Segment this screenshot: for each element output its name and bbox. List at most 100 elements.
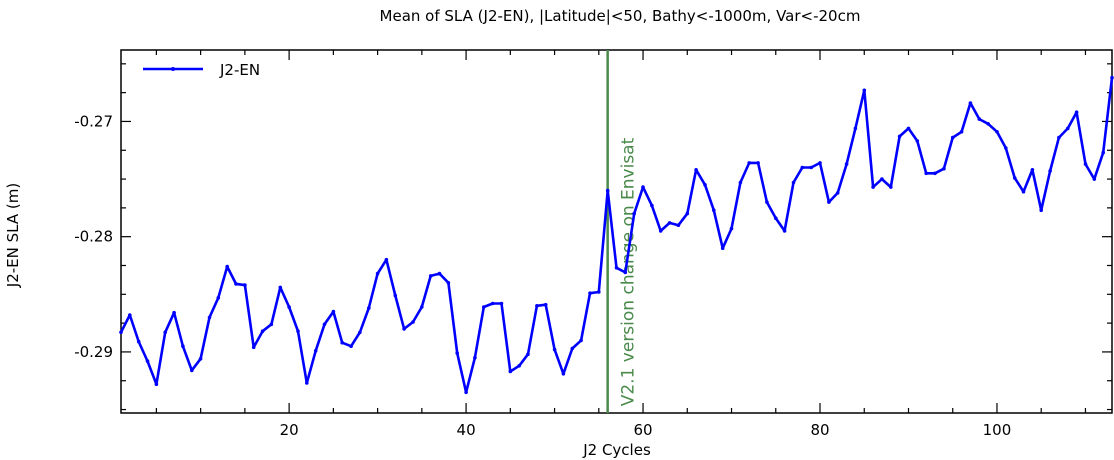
- data-point: [827, 200, 831, 204]
- data-point: [136, 339, 141, 344]
- data-point: [552, 347, 557, 352]
- data-point: [844, 162, 849, 166]
- data-point: [818, 161, 822, 165]
- data-point: [464, 390, 468, 395]
- data-point: [251, 345, 256, 350]
- data-point: [384, 257, 389, 262]
- legend-marker: [171, 67, 175, 71]
- data-point: [729, 226, 734, 231]
- data-point: [800, 165, 805, 170]
- data-point: [862, 88, 867, 93]
- data-point: [172, 310, 176, 315]
- data-point: [278, 285, 283, 290]
- data-point: [305, 381, 309, 385]
- data-point: [986, 122, 990, 126]
- data-point: [782, 229, 787, 233]
- data-point: [181, 344, 185, 349]
- data-point: [897, 134, 902, 139]
- data-point: [473, 355, 477, 360]
- data-point: [756, 161, 760, 165]
- data-point: [579, 338, 583, 343]
- data-point: [1012, 176, 1017, 180]
- data-point: [482, 305, 486, 309]
- data-point: [145, 359, 150, 363]
- data-point: [198, 357, 203, 361]
- data-point: [490, 301, 495, 306]
- series-layer: [119, 75, 1114, 395]
- data-point: [774, 216, 778, 220]
- data-point: [455, 351, 460, 355]
- data-point: [1066, 126, 1070, 131]
- data-point: [1048, 169, 1052, 173]
- data-point: [260, 329, 265, 334]
- data-point: [1083, 162, 1088, 166]
- data-point: [650, 203, 654, 208]
- data-point: [234, 282, 238, 286]
- data-point: [924, 171, 928, 176]
- data-point: [561, 372, 566, 376]
- data-point: [296, 329, 300, 334]
- data-point: [526, 352, 530, 357]
- data-point: [402, 327, 406, 331]
- data-point: [119, 330, 123, 335]
- data-point: [641, 185, 645, 189]
- data-point: [517, 364, 521, 368]
- y-tick-labels: -0.29 -0.28 -0.27: [74, 112, 113, 360]
- data-point: [411, 320, 415, 324]
- data-point: [968, 101, 973, 105]
- chart-title: Mean of SLA (J2-EN), |Latitude|<50, Bath…: [380, 7, 861, 25]
- x-tick-label: 60: [633, 421, 652, 439]
- data-point: [959, 130, 964, 134]
- data-point: [703, 183, 707, 187]
- y-tick-label: -0.27: [74, 112, 113, 130]
- data-point: [623, 270, 628, 275]
- data-point: [163, 330, 167, 335]
- data-point: [367, 306, 371, 310]
- data-point: [658, 229, 663, 233]
- data-point: [685, 211, 690, 216]
- data-point: [340, 340, 345, 345]
- plot-frame: [120, 49, 1113, 414]
- data-point: [950, 135, 955, 140]
- data-point: [499, 301, 504, 306]
- data-point: [853, 126, 858, 131]
- data-point: [738, 180, 743, 185]
- data-point: [871, 185, 875, 189]
- data-point: [331, 309, 336, 314]
- data-point: [207, 315, 212, 320]
- data-point: [313, 349, 318, 353]
- y-axis-label: J2-EN SLA (m): [4, 183, 22, 288]
- data-point: [614, 266, 619, 270]
- data-point: [1057, 135, 1061, 140]
- data-point: [942, 166, 946, 171]
- y-tick-label: -0.29: [74, 343, 113, 361]
- data-point: [216, 296, 221, 300]
- x-tick-label: 80: [810, 421, 829, 439]
- data-point: [428, 274, 433, 278]
- data-point: [128, 313, 132, 317]
- data-point: [933, 171, 937, 176]
- data-point: [1092, 177, 1097, 181]
- series-line-0: [119, 77, 1114, 394]
- data-point: [694, 168, 698, 172]
- tick-marks: [121, 50, 1112, 413]
- data-point: [835, 191, 840, 195]
- data-point: [1110, 75, 1114, 80]
- legend: J2-EN: [143, 61, 260, 79]
- data-point: [349, 344, 353, 349]
- data-point: [446, 281, 451, 285]
- data-point: [880, 177, 884, 181]
- legend-label: J2-EN: [219, 61, 260, 79]
- data-point: [1030, 168, 1035, 172]
- data-point: [570, 346, 575, 351]
- data-point: [906, 126, 911, 131]
- data-point: [154, 382, 159, 387]
- data-point: [809, 165, 813, 170]
- data-point: [632, 211, 636, 216]
- data-point: [597, 290, 601, 294]
- annotation-text: V2.1 version change on Envisat: [619, 137, 639, 406]
- data-point: [889, 185, 893, 189]
- data-point: [437, 271, 442, 276]
- data-point: [765, 200, 769, 204]
